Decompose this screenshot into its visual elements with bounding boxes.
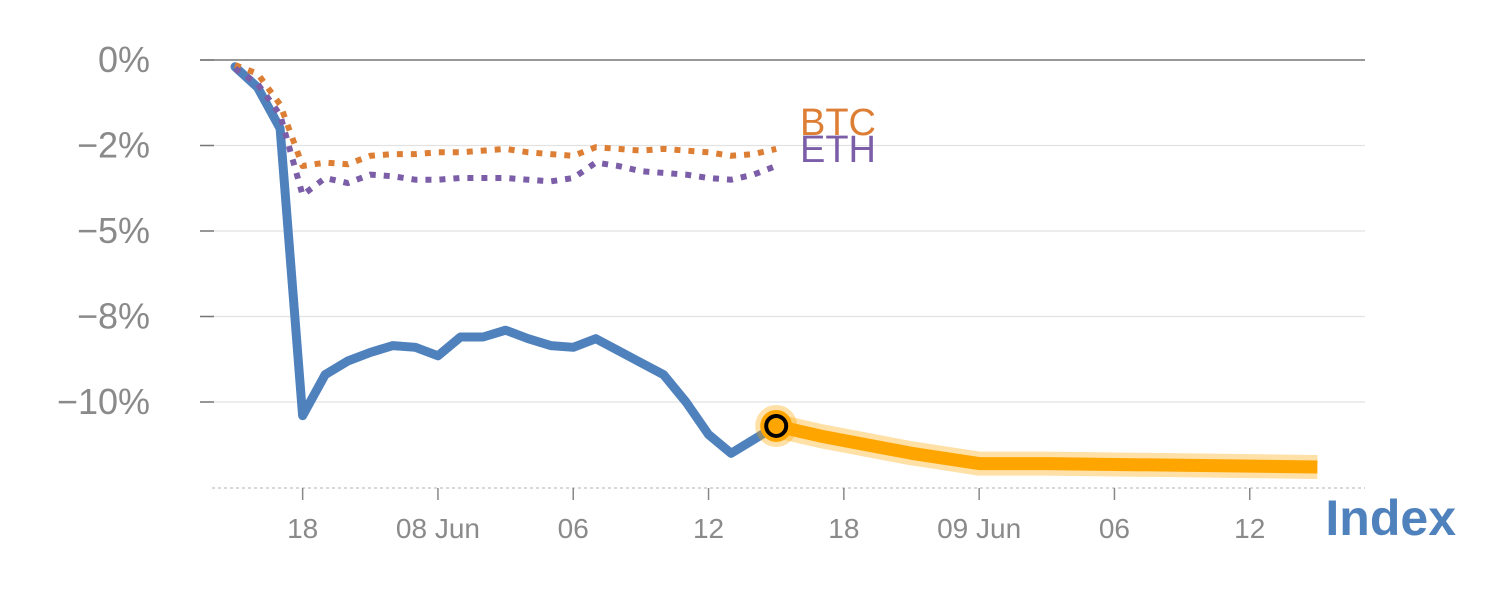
x-tick-label: 06 <box>558 513 589 544</box>
marker-inner <box>764 413 789 438</box>
series-line-highlight <box>774 419 1318 474</box>
x-tick-label: 08 Jun <box>396 513 480 544</box>
y-tick-label: −8% <box>77 296 150 337</box>
x-axis: 18 08 Jun 06 12 18 09 Jun 06 12 <box>212 487 1365 544</box>
y-tick-label: −2% <box>77 125 150 166</box>
grid-lines <box>200 59 1365 403</box>
x-tick-label: 18 <box>828 513 859 544</box>
series-label-eth: ETH <box>800 129 876 171</box>
series-label-btc: BTC <box>800 102 876 144</box>
x-tick-label: 12 <box>1234 513 1265 544</box>
series-line-eth <box>233 66 778 199</box>
y-tick-label: 0% <box>98 39 150 80</box>
x-tick-label: 06 <box>1099 513 1130 544</box>
x-tick-label: 09 Jun <box>937 513 1021 544</box>
series-line-btc <box>233 62 777 169</box>
x-tick-label: 12 <box>693 513 724 544</box>
y-axis-ticks: 0% −2% −5% −8% −10% <box>57 39 214 422</box>
current-point-marker <box>755 404 798 447</box>
series-lines <box>230 62 1318 479</box>
series-line-index <box>230 62 781 458</box>
y-tick-label: −5% <box>77 210 150 251</box>
x-tick-label: 18 <box>287 513 318 544</box>
x-axis-title: Index <box>1325 490 1456 546</box>
y-tick-label: −10% <box>57 381 150 422</box>
series-labels: BTC ETH <box>800 102 876 171</box>
